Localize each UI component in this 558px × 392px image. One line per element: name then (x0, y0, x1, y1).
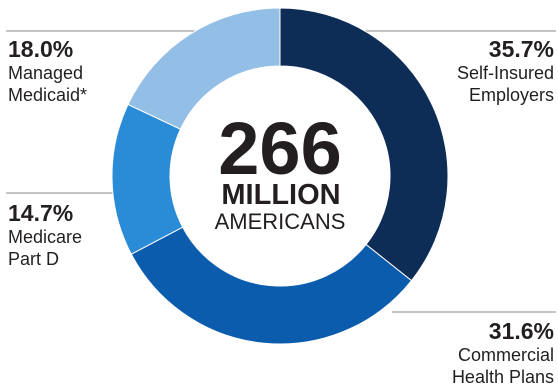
slice-percent: 35.7% (488, 36, 554, 62)
center-line1: MILLION (221, 179, 340, 211)
slice-desc-line: Employers (468, 85, 554, 105)
donut-slices (111, 7, 449, 345)
label-medicaid: 18.0% Managed Medicaid* (8, 36, 87, 106)
center-number: 266 (218, 107, 341, 190)
center-disc (186, 82, 374, 270)
label-self-insured: 35.7% Self-Insured Employers (457, 36, 554, 106)
slice-desc-line: Self-Insured (456, 63, 554, 83)
slice-commercial-health-plans (130, 226, 413, 345)
slice-percent: 14.7% (8, 200, 74, 226)
slice-managed-medicaid (127, 7, 281, 130)
center-badge: 266 MILLION AMERICANS (174, 70, 386, 282)
slice-desc-line: Medicare (8, 227, 83, 247)
slice-desc-line: Part D (8, 249, 60, 269)
slice-desc-line: Commercial (457, 345, 554, 365)
center-line2: AMERICANS (215, 209, 346, 234)
slice-desc-line: Medicaid* (8, 85, 88, 105)
slice-percent: 31.6% (488, 318, 554, 344)
slice-self-insured-employers (279, 7, 449, 282)
slice-desc-line: Managed (8, 63, 84, 83)
slice-percent: 18.0% (8, 36, 74, 62)
label-commercial: 31.6% Commercial Health Plans (452, 318, 554, 388)
slice-desc-line: Health Plans (451, 367, 554, 387)
slice-medicare-part-d (111, 103, 184, 255)
label-medicare: 14.7% Medicare Part D (8, 200, 82, 270)
